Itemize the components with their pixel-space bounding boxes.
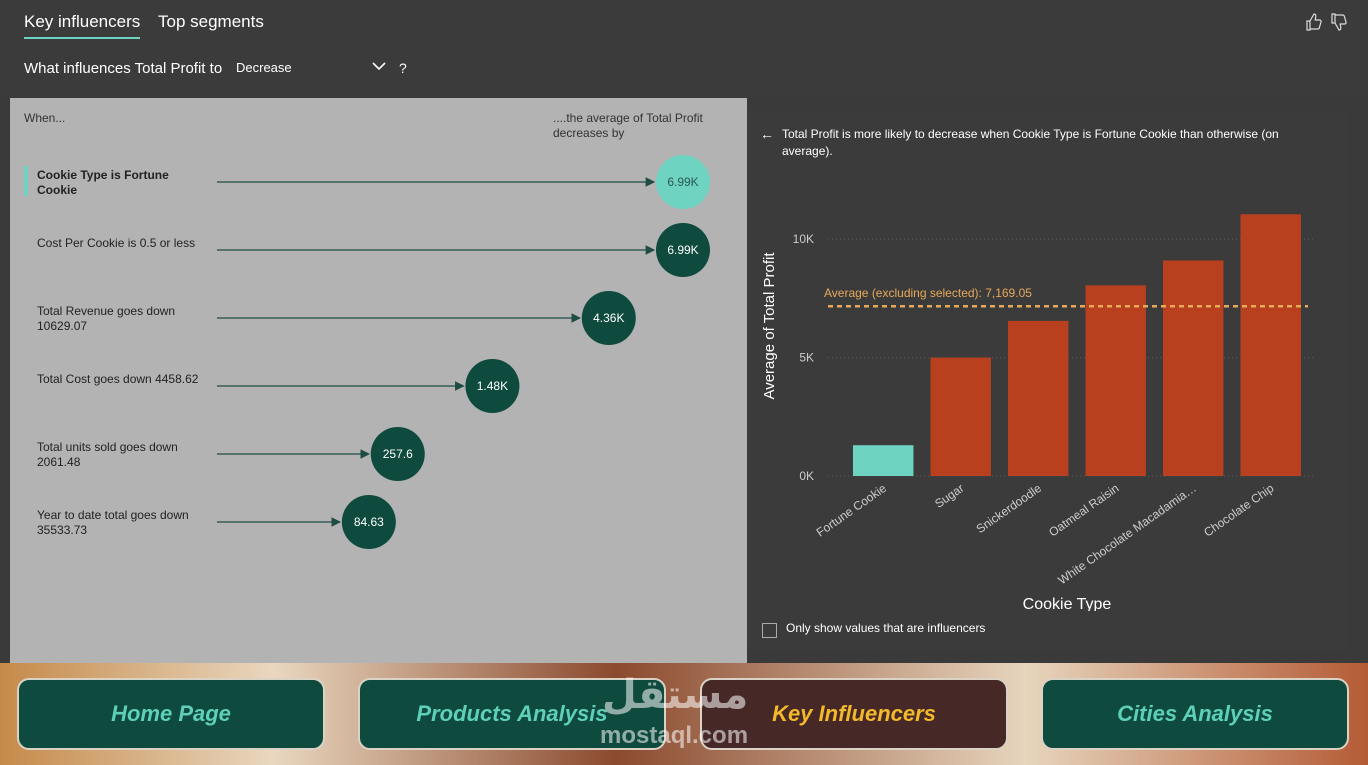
- tab-top-segments[interactable]: Top segments: [158, 12, 264, 31]
- question-label: What influences Total Profit to: [24, 60, 223, 77]
- y-tick-label: 0K: [799, 469, 814, 483]
- influencer-bubble[interactable]: [465, 359, 520, 413]
- influencer-value: 4.36K: [593, 311, 624, 325]
- influencer-value: 1.48K: [477, 379, 508, 393]
- x-tick-label: Sugar: [932, 481, 966, 511]
- x-tick-label: White Chocolate Macadamia…: [1055, 481, 1199, 587]
- x-tick-label: Oatmeal Raisin: [1046, 481, 1121, 540]
- influencer-value: 6.99K: [667, 243, 698, 257]
- y-axis-label: Average of Total Profit: [761, 252, 778, 400]
- thumbs-down-icon[interactable]: [1330, 12, 1348, 32]
- dropdown-value: Decrease: [236, 60, 292, 75]
- bar[interactable]: [1085, 285, 1146, 476]
- thumbs-up-icon[interactable]: [1305, 12, 1323, 32]
- selection-indicator: [24, 166, 28, 196]
- y-tick-label: 5K: [799, 351, 814, 365]
- average-reference-label: Average (excluding selected): 7,169.05: [824, 286, 1032, 300]
- chevron-down-icon: [372, 62, 386, 71]
- influencer-bubbles: 6.99K 6.99K 4.36K 1.48K 257.6 84.63: [217, 155, 710, 549]
- bar[interactable]: [1240, 214, 1301, 476]
- checkbox-label: Only show values that are influencers: [786, 621, 986, 635]
- direction-dropdown[interactable]: Decrease: [232, 54, 390, 82]
- influencer-value: 257.6: [383, 447, 413, 461]
- influencer-bubble[interactable]: [656, 223, 710, 277]
- influencer-bubble[interactable]: [581, 291, 636, 345]
- influencer-label[interactable]: Cookie Type is Fortune Cookie: [37, 168, 169, 197]
- header-bar: Key influencers Top segments What influe…: [0, 0, 1368, 98]
- bar[interactable]: [853, 445, 914, 476]
- influencer-value: 84.63: [354, 515, 384, 529]
- detail-title: Total Profit is more likely to decrease …: [782, 127, 1279, 158]
- influencer-value: 6.99K: [667, 175, 698, 189]
- influencer-label[interactable]: Total units sold goes down 2061.48: [37, 440, 178, 469]
- nav-cities-analysis-button[interactable]: Cities Analysis: [1041, 678, 1349, 750]
- nav-key-influencers-button[interactable]: Key Influencers: [700, 678, 1008, 750]
- influencer-label[interactable]: Year to date total goes down 35533.73: [37, 508, 189, 537]
- tab-key-influencers[interactable]: Key influencers: [24, 12, 141, 39]
- x-tick-label: Snickerdoodle: [974, 481, 1045, 536]
- influencer-bubble[interactable]: [370, 427, 425, 481]
- bar[interactable]: [1008, 320, 1069, 476]
- detail-panel: ← Total Profit is more likely to decreas…: [748, 111, 1348, 652]
- influencer-label[interactable]: Total Cost goes down 4458.62: [37, 372, 199, 386]
- x-tick-label: Fortune Cookie: [814, 481, 890, 540]
- influencer-bubble[interactable]: [656, 155, 710, 209]
- x-axis-label: Cookie Type: [1023, 596, 1112, 611]
- when-label: When...: [24, 111, 66, 125]
- influencers-panel: When... ....the average of Total Profit …: [10, 98, 747, 663]
- x-tick-label: Chocolate Chip: [1201, 481, 1277, 540]
- back-arrow-icon[interactable]: ←: [760, 126, 774, 142]
- influencer-bubble[interactable]: [341, 495, 396, 549]
- bar[interactable]: [1163, 260, 1224, 476]
- influencer-label[interactable]: Cost Per Cookie is 0.5 or less: [37, 236, 196, 250]
- profit-bar-chart: 0K 5K 10K Fortune Cookie Sugar Snickerdoodle O…: [761, 214, 1313, 611]
- nav-home-page-button[interactable]: Home Page: [17, 678, 325, 750]
- average-label: ....the average of Total Profit decrease…: [553, 111, 703, 140]
- bar[interactable]: [930, 357, 991, 476]
- help-icon[interactable]: ?: [399, 60, 407, 76]
- y-tick-label: 10K: [793, 232, 814, 246]
- influencers-only-checkbox[interactable]: [762, 623, 777, 638]
- nav-products-analysis-button[interactable]: Products Analysis: [358, 678, 666, 750]
- influencer-label[interactable]: Total Revenue goes down 10629.07: [37, 304, 176, 333]
